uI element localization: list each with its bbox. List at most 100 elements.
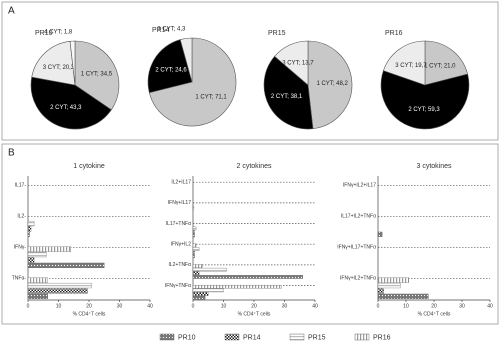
- x-tick-label: 0: [377, 303, 380, 309]
- bar: [192, 230, 195, 234]
- pie-slice: [30, 76, 112, 130]
- bar: [192, 271, 200, 276]
- slice-label: 1 CYT; 48,2: [316, 81, 348, 87]
- x-tick-label: 40: [487, 303, 493, 309]
- bar: [377, 231, 383, 237]
- y-tick-label: TNFα-: [12, 276, 27, 282]
- pie-slice: [147, 39, 193, 94]
- bar: [192, 243, 197, 248]
- pie-title: PR15: [268, 30, 286, 37]
- slice-label: 1 CYT; 34,5: [81, 71, 113, 77]
- bar: [27, 293, 48, 299]
- bar: [192, 233, 195, 238]
- slice-label: 2 CYT; 43,3: [50, 105, 82, 111]
- x-tick-label: 20: [86, 303, 92, 309]
- y-tick-label: IFNγ+IL2: [171, 242, 192, 248]
- panel-b-frame: [1, 143, 499, 325]
- slice-label: 3 CYT; 13,7: [282, 61, 314, 67]
- bar: [192, 292, 209, 296]
- y-tick-label: IL2+IL17: [171, 180, 191, 186]
- bar: [192, 226, 197, 231]
- slice-label: 3 CYT; 20,3: [43, 65, 75, 71]
- pie-slice: [263, 55, 314, 130]
- pie-slice: [307, 40, 353, 130]
- pie-title: PR14: [152, 27, 170, 34]
- bar: [27, 246, 71, 252]
- slice-label: 1 CYT; 21,0: [424, 63, 456, 69]
- y-tick-label: IL2+TNFα: [169, 262, 192, 268]
- x-tick-label: 0: [27, 303, 30, 309]
- y-tick-label: IL2-: [17, 214, 26, 220]
- bar: [27, 231, 30, 237]
- legend-label: PR14: [243, 334, 261, 341]
- x-tick-label: 40: [147, 303, 153, 309]
- bar: [192, 284, 282, 289]
- y-tick-label: IFNγ+IL2+IL17: [343, 183, 376, 189]
- x-tick-label: 20: [251, 303, 257, 309]
- slice-label: 2 CYT; 59,3: [408, 107, 440, 113]
- x-tick-label: 30: [117, 303, 123, 309]
- bar: [377, 288, 384, 294]
- y-tick-label: IFNγ+IL17: [168, 200, 191, 206]
- legend-swatch: [159, 333, 175, 341]
- bar: [27, 226, 32, 232]
- slice-label: 2 CYT; 24,6: [155, 67, 187, 73]
- subplot-title: 2 cytokines: [236, 163, 272, 170]
- pie-slice: [179, 37, 193, 83]
- x-tick-label: 30: [282, 303, 288, 309]
- panel-label: B: [8, 148, 15, 159]
- x-tick-label: 10: [221, 303, 227, 309]
- y-tick-label: IL17+TNFα: [166, 221, 191, 227]
- legend-swatch: [224, 333, 240, 341]
- bar: [377, 277, 409, 283]
- pie-slice: [31, 40, 76, 86]
- pie-slice: [424, 40, 468, 86]
- x-tick-label: 0: [192, 303, 195, 309]
- y-tick-label: IL17+IL2+TNFα: [341, 214, 376, 220]
- bar: [377, 293, 429, 299]
- bar: [27, 251, 47, 258]
- y-tick-label: IL17-: [15, 183, 27, 189]
- panel-a-frame: [1, 1, 499, 141]
- pie-title: PR16: [385, 30, 403, 37]
- bar: [27, 262, 105, 268]
- y-tick-label: IFNγ+IL2+TNFα: [340, 276, 376, 282]
- bar: [27, 277, 48, 283]
- bar: [192, 254, 195, 259]
- bar: [192, 247, 200, 251]
- panel-label: A: [8, 6, 15, 17]
- bar: [192, 295, 206, 300]
- bar: [27, 257, 35, 263]
- legend-swatch: [289, 333, 305, 341]
- bar: [377, 282, 401, 289]
- bar: [27, 282, 92, 289]
- slice-label: 3 CYT; 4,3: [157, 27, 186, 33]
- pie-slice: [274, 40, 309, 86]
- x-axis-label: % CD4⁺T cells: [238, 311, 271, 317]
- slice-label: 4 CYT; 1,8: [44, 29, 73, 35]
- pie-slice: [380, 70, 470, 130]
- pie-slice: [69, 40, 76, 86]
- bar: [192, 288, 224, 293]
- slice-label: 3 CYT; 19,7: [395, 63, 427, 69]
- bar: [192, 250, 195, 255]
- bar: [192, 275, 303, 279]
- pie-title: PR10: [35, 30, 53, 37]
- legend-swatch: [354, 333, 370, 341]
- x-tick-label: 10: [56, 303, 62, 309]
- bar: [27, 220, 35, 227]
- pie-slice: [74, 40, 120, 111]
- legend-label: PR10: [178, 334, 196, 341]
- pie-slice: [383, 40, 426, 86]
- slice-label: 2 CYT; 38,1: [271, 94, 303, 100]
- subplot-title: 3 cytokines: [416, 163, 452, 170]
- pie-slice: [148, 37, 237, 127]
- x-tick-label: 20: [431, 303, 437, 309]
- x-tick-label: 40: [312, 303, 318, 309]
- bar: [192, 267, 227, 272]
- legend-label: PR15: [308, 334, 326, 341]
- y-tick-label: IFNγ-: [14, 245, 27, 251]
- x-axis-label: % CD4⁺T cells: [418, 311, 451, 317]
- subplot-title: 1 cytokine: [73, 163, 105, 170]
